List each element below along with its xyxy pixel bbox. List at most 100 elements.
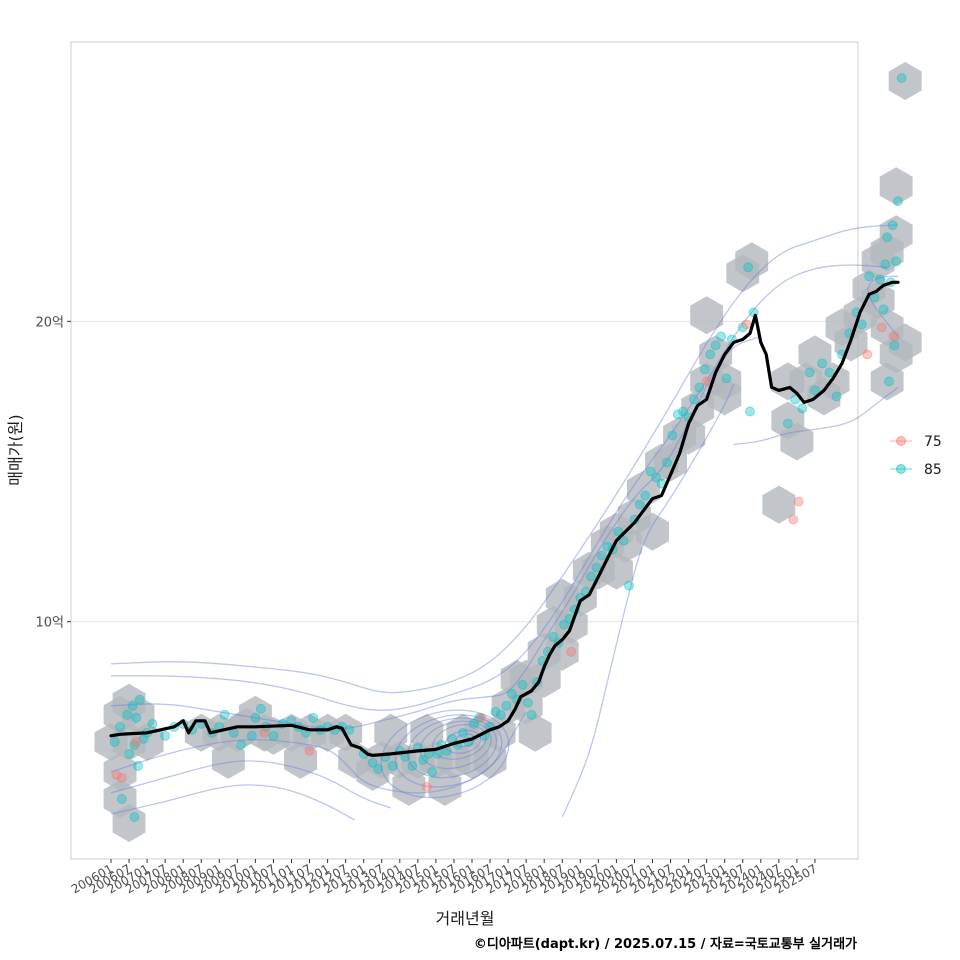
point-85 <box>591 562 602 573</box>
point-85 <box>705 349 716 360</box>
point-85 <box>127 700 138 711</box>
point-85 <box>667 430 678 441</box>
point-85 <box>131 712 142 723</box>
density-contour <box>110 711 527 794</box>
point-85 <box>506 688 517 699</box>
point-75 <box>793 496 804 507</box>
point-85 <box>344 724 355 735</box>
point-85 <box>884 376 894 387</box>
point-85 <box>526 709 537 720</box>
density-contour <box>407 717 498 779</box>
point-85 <box>662 457 672 468</box>
density-contour <box>110 335 762 730</box>
density-contour <box>380 709 510 799</box>
legend-key-85 <box>896 464 906 474</box>
point-85 <box>219 709 230 720</box>
point-85 <box>418 754 429 765</box>
point-85 <box>878 304 889 315</box>
point-85 <box>887 220 898 231</box>
density-contour <box>733 386 899 446</box>
point-85 <box>517 679 528 690</box>
point-85 <box>721 373 732 384</box>
density-contour <box>110 760 392 809</box>
point-85 <box>250 712 261 723</box>
density-contour <box>867 275 899 337</box>
point-85 <box>407 760 418 771</box>
scatter-points <box>109 73 907 822</box>
point-85 <box>133 760 143 771</box>
point-75 <box>259 727 270 738</box>
point-85 <box>548 631 559 642</box>
point-75 <box>476 712 486 723</box>
point-85 <box>501 700 512 711</box>
legend-key-75 <box>896 436 906 446</box>
point-85 <box>255 703 266 714</box>
point-75 <box>701 376 712 387</box>
point-85 <box>817 358 828 369</box>
point-85 <box>710 340 721 351</box>
point-75 <box>131 736 142 747</box>
hexbin <box>762 485 796 524</box>
trend-line <box>109 280 900 758</box>
point-85 <box>864 271 874 282</box>
x-axis-ticks: 2006012006072007012007072008012008072009… <box>69 859 819 897</box>
point-85 <box>468 718 479 729</box>
hexbin <box>636 512 669 551</box>
point-85 <box>880 259 891 270</box>
point-75 <box>862 349 873 360</box>
point-85 <box>308 712 319 723</box>
legend-label-75: 75 <box>924 434 942 450</box>
point-85 <box>523 697 533 708</box>
point-85 <box>893 196 903 207</box>
point-85 <box>804 367 815 378</box>
point-85 <box>613 526 624 537</box>
point-85 <box>634 499 645 510</box>
point-85 <box>559 619 569 630</box>
point-85 <box>824 367 835 378</box>
point-85 <box>268 730 279 741</box>
point-85 <box>689 394 699 405</box>
point-85 <box>597 550 607 561</box>
point-85 <box>122 709 133 720</box>
point-85 <box>882 232 893 243</box>
hexbin <box>708 377 742 416</box>
point-85 <box>790 394 800 405</box>
hexbin <box>690 296 724 335</box>
hexbin <box>780 422 814 461</box>
point-85 <box>694 382 705 393</box>
point-75 <box>116 773 127 783</box>
point-85 <box>896 73 907 83</box>
y-tick-label: 20억 <box>35 315 64 330</box>
point-85 <box>116 794 127 804</box>
gridlines <box>71 320 858 623</box>
point-85 <box>618 535 629 546</box>
point-85 <box>651 472 662 483</box>
hexbin <box>211 740 245 779</box>
point-85 <box>147 718 158 729</box>
y-tick-label: 10억 <box>35 616 64 631</box>
y-axis-title: 매매가(원) <box>6 414 25 485</box>
point-75 <box>741 319 752 330</box>
point-85 <box>745 406 755 417</box>
density-contours <box>110 224 899 821</box>
point-85 <box>495 709 506 720</box>
hexbin <box>888 323 922 362</box>
x-axis-title: 거래년월 <box>436 909 495 928</box>
point-75 <box>421 782 432 792</box>
point-85 <box>246 730 257 741</box>
point-85 <box>124 748 134 759</box>
point-85 <box>586 571 597 582</box>
point-85 <box>797 403 808 414</box>
density-contour <box>394 714 503 788</box>
chart-caption: ©디아파트(dapt.kr) / 2025.07.15 / 자료=국토교통부 실… <box>474 936 857 952</box>
point-85 <box>129 739 140 750</box>
point-75 <box>111 769 122 780</box>
point-85 <box>645 466 656 477</box>
point-85 <box>875 274 885 285</box>
point-85 <box>831 391 842 402</box>
point-85 <box>891 256 902 267</box>
point-85 <box>624 580 634 591</box>
density-contour <box>110 784 356 821</box>
hexbin <box>527 659 561 698</box>
